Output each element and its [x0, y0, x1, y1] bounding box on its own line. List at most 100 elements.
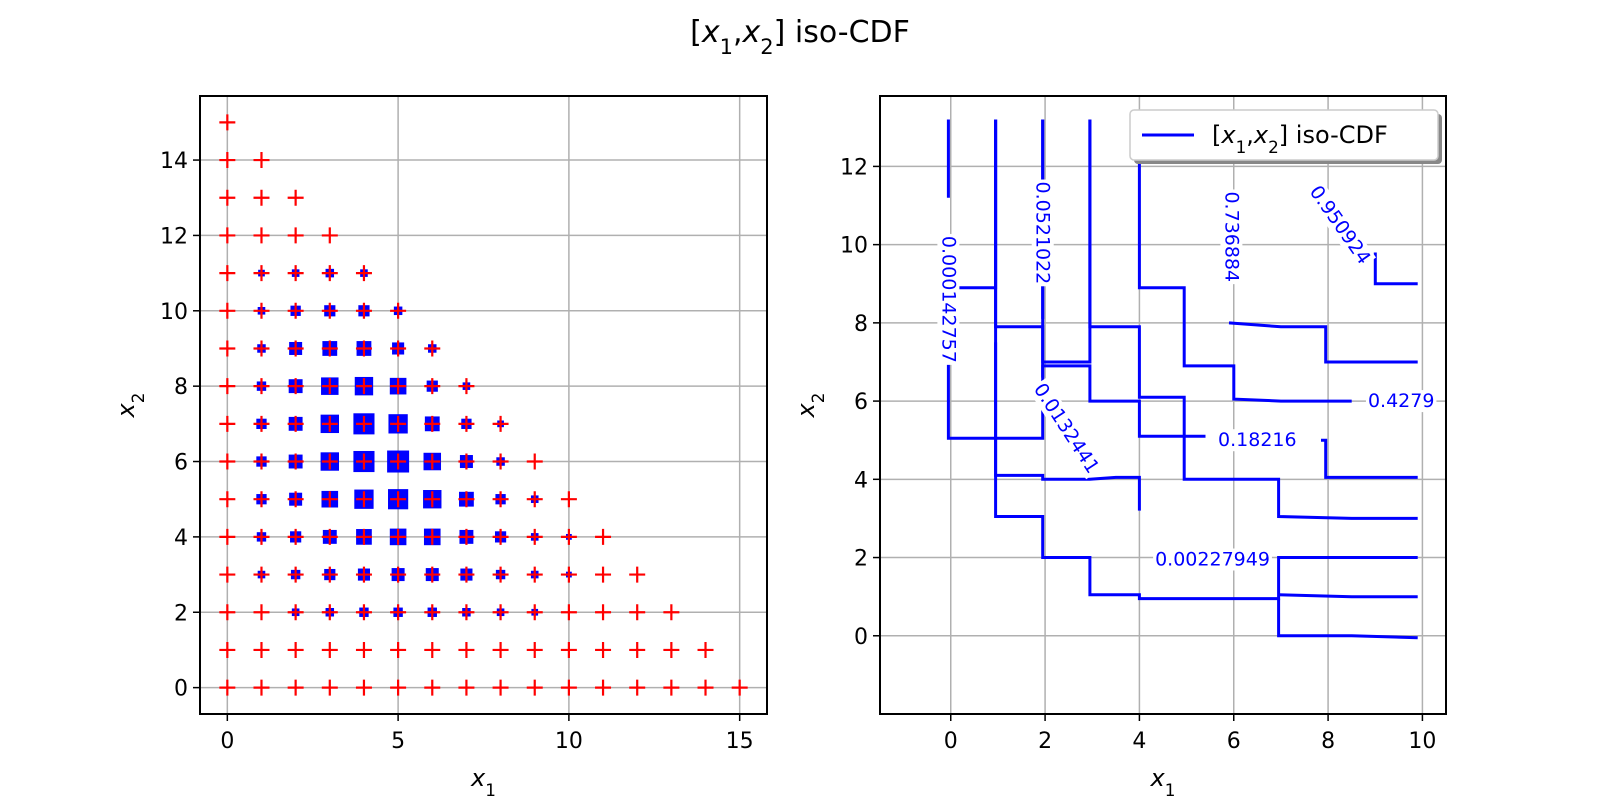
support-point-plus: [355, 302, 372, 319]
support-point-plus: [321, 340, 338, 357]
contour-label-background: [1365, 390, 1437, 413]
support-point-plus: [253, 453, 270, 470]
support-point-plus: [492, 491, 509, 508]
support-point-plus: [492, 641, 509, 658]
contour-line: [1228, 321, 1418, 364]
support-point-plus: [595, 641, 612, 658]
contour-line: [1137, 158, 1352, 403]
contour-line: [1373, 252, 1418, 286]
left-scatter-panel: 0 5 10 15 0 2 4 6 8 10 12 14 x1 x2: [112, 95, 768, 800]
support-point-plus: [253, 152, 270, 169]
support-point-plus: [526, 566, 543, 583]
right-xtick-label: 8: [1321, 729, 1335, 754]
support-point-plus: [287, 378, 304, 395]
support-point-plus: [424, 378, 441, 395]
right-ytick-label: 10: [840, 234, 868, 259]
support-point-plus: [560, 491, 577, 508]
support-point-plus: [424, 453, 441, 470]
support-point-plus: [219, 528, 236, 545]
support-point-plus: [355, 340, 372, 357]
support-point-plus: [629, 641, 646, 658]
support-point-plus: [355, 415, 372, 432]
support-point-plus: [253, 340, 270, 357]
contour-label-background: [1216, 429, 1299, 452]
support-point-plus: [321, 265, 338, 282]
left-ytick-label: 14: [160, 149, 188, 174]
support-point-plus: [253, 641, 270, 658]
support-point-plus: [321, 302, 338, 319]
figure-title: [x1,x2] iso-CDF: [690, 15, 910, 59]
support-point-plus: [663, 604, 680, 621]
contour-label-background: [1028, 377, 1105, 480]
support-point-plus: [253, 679, 270, 696]
legend-box: [1129, 109, 1439, 161]
left-xtick-label: 15: [726, 729, 754, 754]
support-point-plus: [253, 491, 270, 508]
support-point-plus: [355, 265, 372, 282]
support-point-plus: [595, 528, 612, 545]
left-ytick-label: 2: [174, 601, 188, 626]
support-point-plus: [321, 227, 338, 244]
contour-line: [994, 342, 1141, 511]
left-ytick-label: 6: [174, 451, 188, 476]
support-point-plus: [458, 453, 475, 470]
support-point-plus: [219, 227, 236, 244]
support-point-plus: [424, 340, 441, 357]
support-point-plus: [390, 604, 407, 621]
support-point-plus: [595, 566, 612, 583]
contour-line: [994, 119, 1418, 601]
support-point-plus: [492, 528, 509, 545]
support-point-plus: [287, 453, 304, 470]
right-ytick-label: 12: [840, 155, 868, 180]
left-ylabel: x2: [112, 393, 148, 419]
contour-level-label: 0.0132441: [1029, 379, 1103, 477]
support-point-plus: [219, 114, 236, 131]
contour-level-label: 0.4279: [1368, 390, 1434, 412]
support-point-plus: [390, 302, 407, 319]
support-point-plus: [355, 453, 372, 470]
right-xtick-label: 6: [1227, 729, 1241, 754]
support-point-plus: [424, 491, 441, 508]
support-point-plus: [355, 604, 372, 621]
support-point-plus: [219, 340, 236, 357]
right-grid: [880, 96, 1446, 714]
right-ytick-label: 6: [854, 390, 868, 415]
contour-label-background: [1303, 179, 1377, 271]
support-point-plus: [560, 604, 577, 621]
support-point-plus: [629, 604, 646, 621]
support-point-plus: [287, 227, 304, 244]
right-ytick-label: 4: [854, 468, 868, 493]
support-point-plus: [390, 415, 407, 432]
legend-label: [x1,x2] iso-CDF: [1212, 121, 1388, 157]
support-point-plus: [321, 679, 338, 696]
support-point-plus: [355, 679, 372, 696]
contour-level-label: 0.736884: [1220, 191, 1242, 282]
support-point-plus: [219, 604, 236, 621]
support-point-plus: [321, 415, 338, 432]
left-ytick-label: 8: [174, 375, 188, 400]
contour-line: [1277, 598, 1418, 640]
support-point-plus: [458, 604, 475, 621]
support-point-plus: [458, 679, 475, 696]
support-point-plus: [355, 491, 372, 508]
support-point-plus: [390, 641, 407, 658]
support-point-plus: [458, 641, 475, 658]
support-point-plus: [560, 566, 577, 583]
contour-level-label: 0.000142757: [937, 236, 959, 363]
right-xtick-label: 2: [1038, 729, 1052, 754]
support-point-plus: [458, 566, 475, 583]
support-point-plus: [697, 641, 714, 658]
support-point-plus: [390, 528, 407, 545]
right-ytick-label: 8: [854, 312, 868, 337]
support-point-plus: [458, 415, 475, 432]
support-point-plus: [321, 641, 338, 658]
support-point-plus: [321, 453, 338, 470]
support-point-plus: [492, 566, 509, 583]
support-point-plus: [424, 566, 441, 583]
support-point-plus: [663, 679, 680, 696]
support-point-plus: [287, 679, 304, 696]
support-point-plus: [321, 566, 338, 583]
support-point-plus: [219, 641, 236, 658]
contour-line: [1041, 364, 1206, 438]
